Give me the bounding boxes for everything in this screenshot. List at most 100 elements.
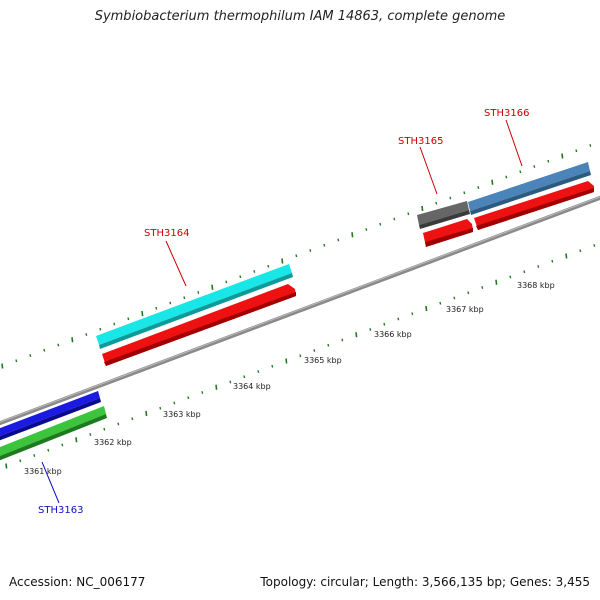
minor-tick (509, 275, 512, 279)
major-tick (211, 284, 214, 290)
minor-tick (299, 354, 302, 358)
gene-sth3163-green-feature[interactable] (0, 406, 106, 457)
accession-text: Accession: NC_006177 (9, 575, 146, 589)
kbp-label: 3366 kbp (374, 330, 412, 339)
minor-tick (341, 338, 344, 342)
gene-sth3163-green-feature-shade (0, 414, 107, 461)
minor-tick (593, 244, 596, 247)
minor-tick (253, 270, 256, 273)
major-tick (281, 258, 284, 264)
gene-sth3166-red-feature-shade (476, 188, 594, 230)
minor-tick (271, 364, 274, 368)
minor-tick (519, 170, 522, 174)
minor-tick (453, 296, 456, 300)
major-tick (425, 305, 428, 312)
minor-tick (533, 165, 536, 168)
minor-tick (239, 275, 242, 279)
major-tick (351, 232, 354, 238)
kbp-label: 3367 kbp (446, 305, 484, 314)
genome-backbone (0, 195, 600, 426)
gene-sth3166-steelblue-feature-shade (470, 171, 591, 215)
gene-sth3164-cyan-feature[interactable] (96, 264, 292, 345)
minor-tick (57, 343, 60, 347)
kbp-label: 3365 kbp (304, 356, 342, 365)
minor-tick (313, 349, 316, 352)
minor-tick (15, 359, 18, 363)
minor-tick (467, 291, 470, 295)
gene-sth3163-blue-feature[interactable] (0, 391, 100, 437)
kbp-label: 3361 kbp (24, 467, 62, 476)
minor-tick (47, 448, 50, 452)
lower-tick-track (5, 244, 596, 469)
gene-sth3163-leader (41, 461, 60, 504)
minor-tick (435, 201, 438, 205)
minor-tick (309, 249, 312, 252)
major-tick (1, 363, 4, 369)
minor-tick (505, 175, 508, 179)
major-tick (565, 253, 568, 259)
genome-backbone-highlight (0, 196, 600, 423)
minor-tick (267, 264, 270, 268)
minor-tick (551, 259, 554, 263)
minor-tick (127, 317, 130, 321)
minor-tick (537, 265, 540, 268)
gene-sth3165-gray-feature-shade (419, 210, 470, 229)
major-tick (5, 463, 8, 469)
minor-tick (103, 427, 106, 431)
minor-tick (29, 354, 32, 357)
minor-tick (169, 301, 172, 305)
kbp-label: 3368 kbp (517, 281, 555, 290)
minor-tick (327, 343, 330, 347)
minor-tick (183, 296, 186, 300)
minor-tick (257, 370, 260, 373)
minor-tick (337, 238, 340, 242)
gene-label-sth3163[interactable]: STH3163 (38, 505, 83, 516)
kbp-label: 3364 kbp (233, 382, 271, 391)
kbp-label: 3362 kbp (94, 438, 132, 447)
minor-tick (43, 348, 46, 352)
minor-tick (477, 186, 480, 189)
upper-tick-track (1, 144, 592, 369)
minor-tick (159, 406, 162, 410)
major-tick (75, 437, 78, 443)
major-tick (215, 384, 218, 390)
minor-tick (113, 322, 116, 326)
gene-label-sth3166[interactable]: STH3166 (484, 108, 529, 119)
gene-sth3165-leader (419, 146, 438, 195)
minor-tick (463, 191, 466, 195)
gene-label-sth3164[interactable]: STH3164 (144, 228, 189, 239)
minor-tick (481, 286, 484, 289)
minor-tick (197, 291, 200, 294)
minor-tick (225, 280, 228, 284)
minor-tick (187, 396, 190, 400)
map-title: Symbiobacterium thermophilum IAM 14863, … (94, 9, 506, 24)
minor-tick (407, 212, 410, 216)
gene-sth3165-gray-feature[interactable] (417, 201, 469, 225)
gene-sth3163-blue-feature-shade (0, 398, 101, 441)
minor-tick (393, 217, 396, 221)
minor-tick (547, 159, 550, 163)
gene-sth3166-steelblue-feature[interactable] (468, 162, 590, 211)
minor-tick (323, 243, 326, 247)
major-tick (561, 153, 564, 159)
minor-tick (575, 149, 578, 153)
minor-tick (449, 196, 452, 200)
major-tick (145, 410, 148, 417)
major-tick (495, 279, 498, 285)
kbp-label: 3363 kbp (163, 410, 201, 419)
minor-tick (99, 327, 102, 331)
minor-tick (19, 459, 22, 463)
gene-sth3165-red-feature-shade (425, 228, 473, 247)
minor-tick (295, 254, 298, 258)
minor-tick (33, 454, 36, 457)
minor-tick (243, 375, 246, 379)
major-tick (71, 337, 74, 343)
genome-summary-text: Topology: circular; Length: 3,566,135 bp… (260, 575, 590, 589)
gene-sth3164-leader (165, 240, 187, 287)
minor-tick (579, 249, 582, 253)
minor-tick (173, 401, 176, 405)
major-tick (355, 332, 358, 338)
gene-label-sth3165[interactable]: STH3165 (398, 136, 443, 147)
minor-tick (155, 306, 158, 310)
